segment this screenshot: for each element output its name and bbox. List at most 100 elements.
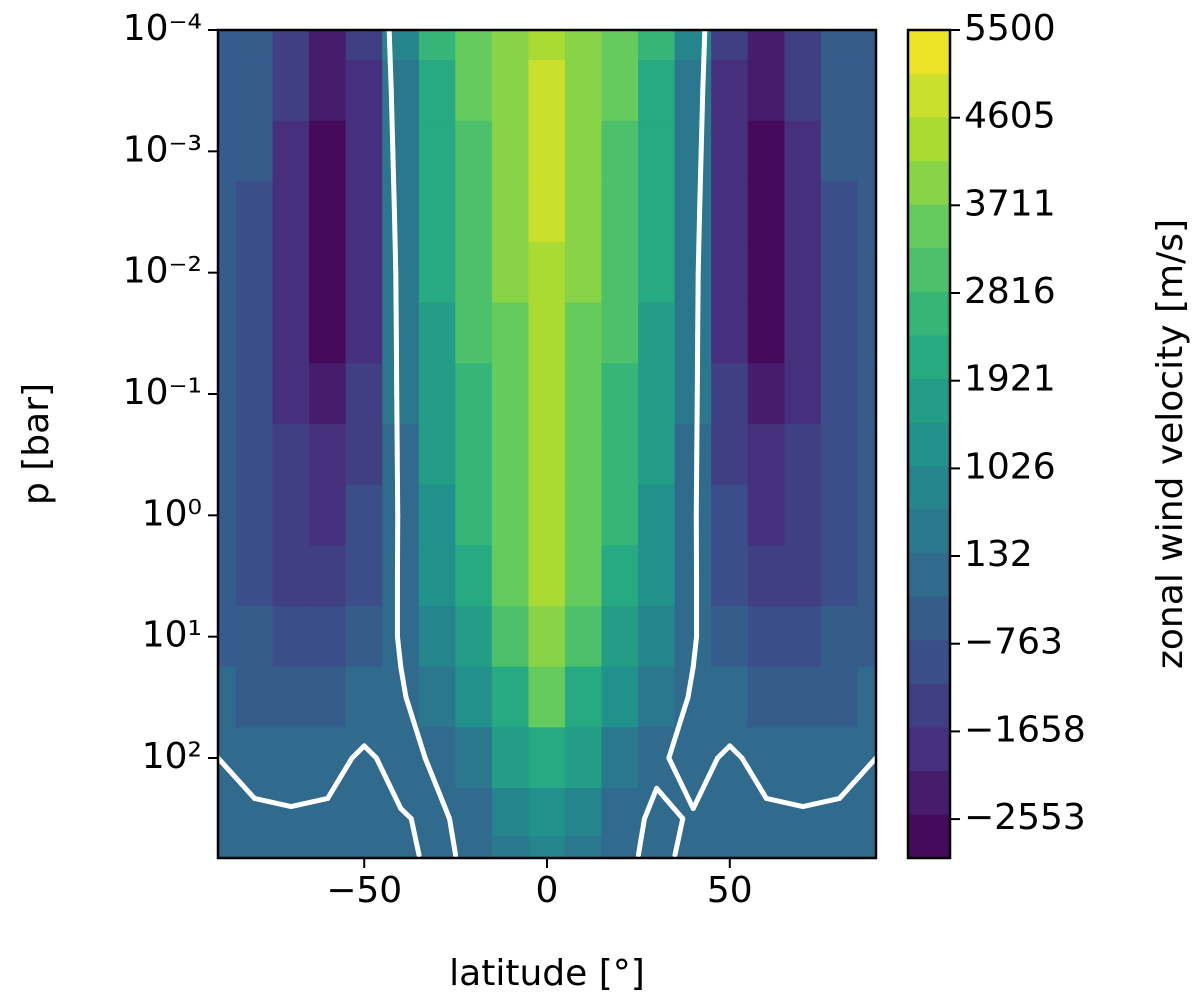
colorbar-tick-label: −2553 [964,797,1086,838]
contour-line [836,755,879,801]
field-cell [217,836,237,859]
field-cell [638,242,676,304]
y-tick-label: 10² [142,736,202,777]
contour-line [386,27,394,94]
field-cell [309,666,347,728]
field-cell [418,606,456,668]
field-cell [784,242,822,304]
field-cell [601,727,639,789]
field-cell [601,29,639,61]
field-cell [418,424,456,486]
colorbar-band [907,552,951,597]
field-cell [601,788,639,838]
contour-line [215,755,258,801]
field-cell [820,545,859,607]
field-cell [382,60,420,122]
field-cell [747,29,785,61]
colorbar-tick-label: 4605 [964,96,1056,137]
field-cell [309,120,347,182]
field-cell [784,606,822,668]
field-cell [638,545,676,607]
field-cell [528,29,566,61]
contour-line [695,209,703,276]
field-cell [418,727,456,789]
field-cell [455,302,493,364]
field-cell [272,363,310,425]
colorbar-tick-label: 1921 [964,359,1056,400]
field-cell [638,302,676,364]
field-cell [455,666,493,728]
field-cell [857,363,877,425]
contour-line [288,795,331,810]
field-cell [528,242,566,304]
colorbar-band [907,247,951,292]
field-cell [309,363,347,425]
colorbar-band [907,73,951,118]
field-cell [564,836,603,859]
x-tick-label: −50 [326,870,402,911]
field-cell [217,181,237,243]
field-cell [784,60,822,122]
field-cell [272,29,310,61]
field-cell [235,727,274,789]
field-cell [601,242,639,304]
field-cell [711,666,749,728]
colorbar-band [907,160,951,205]
contour-line [690,755,721,812]
field-cell [345,181,383,243]
field-cell [747,181,785,243]
field-cell [820,120,859,182]
field-cell [345,606,383,668]
colorbar-tick-label: 1026 [964,446,1056,487]
field-cell [857,484,877,546]
field-cell [674,60,712,122]
field-cell [455,788,493,838]
colorbar-band [907,596,951,641]
field-cell [217,484,237,546]
contour-line [434,785,453,822]
field-cell [272,727,310,789]
field-cell [857,606,877,668]
field-cell [564,606,603,668]
field-cell [382,545,420,607]
field-cell [455,242,493,304]
field-cell [272,302,310,364]
field-cell [455,727,493,789]
field-cell [638,363,676,425]
field-cell [345,666,383,728]
field-cell [235,181,274,243]
field-cell [857,666,877,728]
field-cell [491,363,530,425]
field-cell [820,29,859,61]
field-cell [747,120,785,182]
field-cell [820,836,859,859]
field-cell [235,545,274,607]
field-cell [528,302,566,364]
field-cell [455,60,493,122]
contour-line [739,755,769,801]
field-cell [784,120,822,182]
colorbar-band [907,770,951,815]
field-cell [820,424,859,486]
contour-line [635,816,647,858]
field-cell [345,242,383,304]
field-cell [784,727,822,789]
field-cell [491,60,530,122]
contour-line [393,270,399,336]
field-cell [217,606,237,668]
field-cell [491,727,530,789]
field-cell [857,242,877,304]
contour-line [398,664,409,700]
field-cell [638,666,676,728]
field-cell [345,484,383,546]
field-cell [309,242,347,304]
field-cell [820,606,859,668]
field-cell [235,666,274,728]
field-cell [564,181,603,243]
field-cell [272,666,310,728]
field-cell [601,302,639,364]
colorbar-band [907,204,951,249]
field-cell [455,545,493,607]
field-cell [418,302,456,364]
